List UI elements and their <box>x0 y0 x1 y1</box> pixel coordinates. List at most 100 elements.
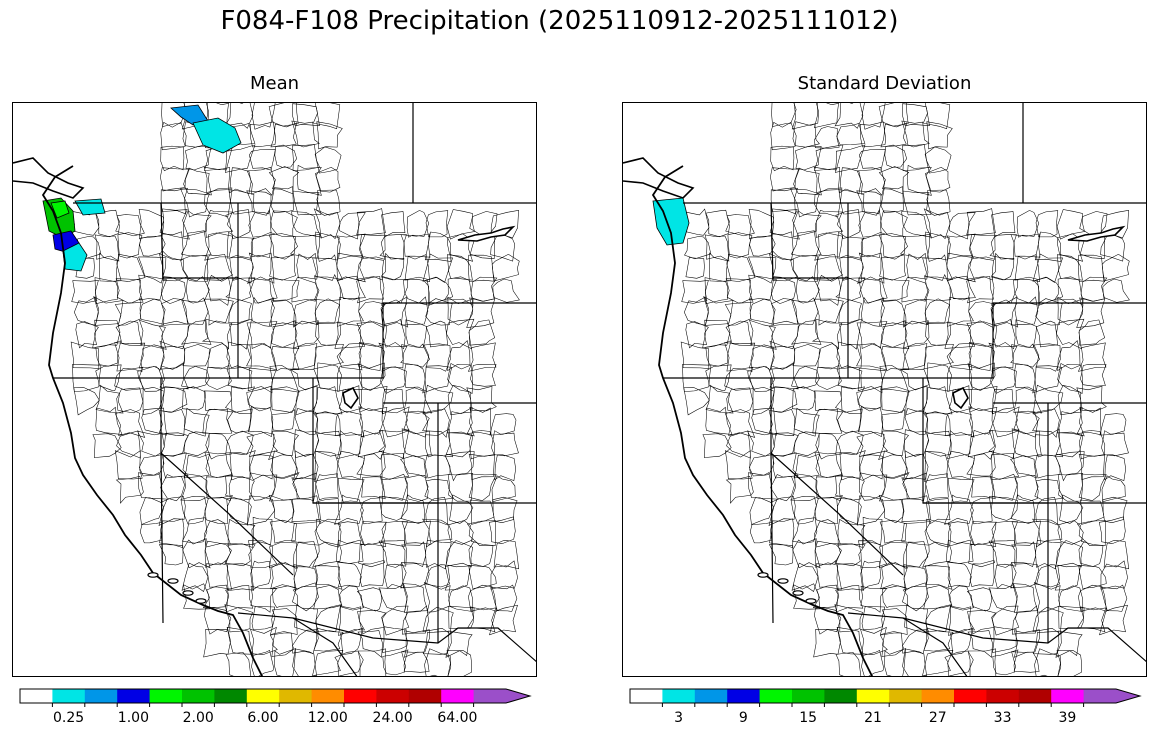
basin-outline <box>250 585 278 613</box>
basin-outline <box>769 362 799 390</box>
basin-outline <box>1077 342 1107 372</box>
basin-outline <box>749 497 778 525</box>
basin-outline <box>336 252 366 283</box>
basin-outline <box>1057 406 1085 437</box>
basin-outline <box>312 386 343 415</box>
basin-outline <box>768 408 796 436</box>
basin-outline <box>815 433 842 460</box>
basin-outline <box>791 366 820 389</box>
basin-outline <box>901 495 931 522</box>
colorbar-outline <box>629 688 1142 704</box>
basin-outline <box>226 341 252 369</box>
basin-outline <box>770 432 799 457</box>
shaded-basin <box>192 117 242 154</box>
basin-outline <box>181 297 209 325</box>
basin-outline <box>70 341 100 370</box>
basin-outline <box>423 582 451 613</box>
basin-outline <box>337 429 362 459</box>
basin-outline <box>1078 564 1107 589</box>
basin-outline <box>185 146 212 171</box>
basin-outline <box>815 474 843 502</box>
basin-outline <box>860 626 888 655</box>
basin-outline <box>316 498 341 525</box>
basin-outline <box>1033 582 1061 613</box>
basin-outline <box>358 301 386 328</box>
colorbar-tick-label: 12.00 <box>307 710 348 726</box>
basin-outline <box>901 120 930 148</box>
basin-outline <box>446 650 472 676</box>
basin-outline <box>161 231 184 261</box>
basin-outline <box>226 626 254 655</box>
basin-outline <box>949 585 975 611</box>
panel-title-stddev: Standard Deviation <box>797 73 972 94</box>
basin-outline <box>1101 430 1129 457</box>
basin-outline <box>752 387 775 415</box>
colorbar-outline <box>19 688 532 704</box>
basin-outline <box>922 649 954 676</box>
basin-outline <box>182 344 210 367</box>
basin-outline <box>291 521 322 546</box>
basin-outline <box>250 121 276 148</box>
basin-outline <box>268 103 299 127</box>
basin-outline <box>361 476 386 500</box>
basin-outline <box>180 230 212 257</box>
basin-outline <box>204 232 233 261</box>
basin-outline <box>400 343 430 368</box>
basin-outline <box>771 231 794 261</box>
basin-outline <box>292 103 320 127</box>
basin-outline <box>902 144 930 171</box>
basin-outline <box>1078 584 1107 612</box>
colorbar-swatch <box>889 689 923 703</box>
basin-outline <box>1102 496 1128 523</box>
basin-outline <box>747 366 775 392</box>
basin-outline <box>400 233 431 258</box>
state-boundary <box>902 617 968 676</box>
colorbar-swatch <box>117 689 151 703</box>
basin-outline <box>448 585 474 612</box>
basin-outline <box>836 123 866 146</box>
basin-outline <box>1016 210 1040 238</box>
basin-outline <box>296 252 319 280</box>
island <box>792 590 804 596</box>
basin-outline <box>205 433 232 460</box>
basin-outline <box>1078 453 1105 480</box>
basin-outline <box>1077 606 1107 633</box>
basin-outline <box>334 410 365 438</box>
basin-outline <box>724 366 754 391</box>
basin-outline <box>791 517 818 544</box>
basin-outline <box>838 189 865 215</box>
basin-outline <box>768 544 794 566</box>
basin-outline <box>314 274 342 301</box>
basin-outline <box>1032 518 1063 548</box>
basin-outline <box>904 429 930 458</box>
basin-outline <box>1100 560 1128 590</box>
basin-outline <box>292 320 320 349</box>
basin-outline <box>988 540 1017 567</box>
basin-outline <box>926 518 951 548</box>
basin-outline <box>992 318 1016 350</box>
state-boundary <box>292 617 358 676</box>
basin-outline <box>425 496 448 526</box>
basin-outline <box>246 321 278 349</box>
basin-outline <box>202 409 233 434</box>
basin-outline <box>990 473 1018 501</box>
basin-outline <box>749 234 776 257</box>
basin-outline <box>339 212 366 240</box>
basin-outline <box>269 519 297 544</box>
basin-outline <box>768 323 800 350</box>
basin-outline <box>702 319 731 349</box>
basin-outline <box>884 648 907 676</box>
basin-outline <box>246 431 278 457</box>
basin-outline <box>879 277 910 302</box>
basin-outline <box>403 629 430 658</box>
basin-outline <box>251 231 272 258</box>
basin-outline <box>947 429 972 459</box>
basin-outline <box>95 364 122 391</box>
basin-outline <box>116 430 141 459</box>
basin-outline <box>1011 605 1039 635</box>
colorbar-swatch <box>311 689 345 703</box>
basin-outline <box>204 451 233 478</box>
basin-outline <box>381 605 410 636</box>
basin-outline <box>878 166 910 195</box>
basin-outline <box>313 627 344 652</box>
